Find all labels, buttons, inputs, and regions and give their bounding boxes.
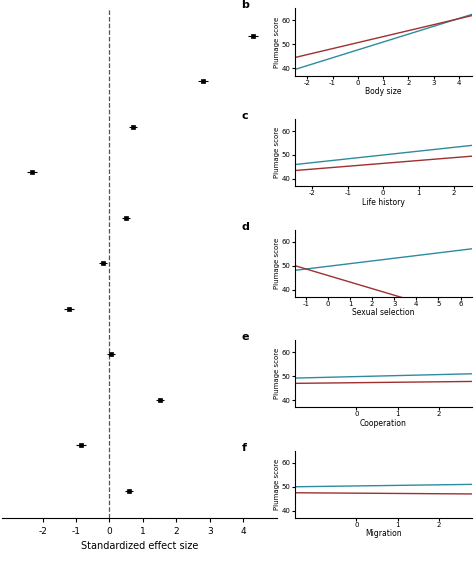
X-axis label: Sexual selection: Sexual selection [352, 308, 414, 318]
Y-axis label: Plumage score: Plumage score [274, 16, 280, 67]
Y-axis label: Plumage score: Plumage score [274, 238, 280, 289]
X-axis label: Body size: Body size [365, 87, 401, 96]
X-axis label: Life history: Life history [362, 198, 405, 207]
Text: c: c [242, 111, 248, 121]
Text: f: f [242, 443, 246, 453]
X-axis label: Migration: Migration [365, 529, 401, 538]
Text: b: b [242, 1, 249, 10]
Y-axis label: Plumage score: Plumage score [274, 127, 280, 178]
Text: d: d [242, 222, 249, 231]
Y-axis label: Plumage score: Plumage score [274, 348, 280, 400]
X-axis label: Standardized effect size: Standardized effect size [81, 542, 198, 551]
Text: e: e [242, 332, 249, 342]
Y-axis label: Plumage score: Plumage score [274, 459, 280, 510]
X-axis label: Cooperation: Cooperation [360, 419, 407, 428]
